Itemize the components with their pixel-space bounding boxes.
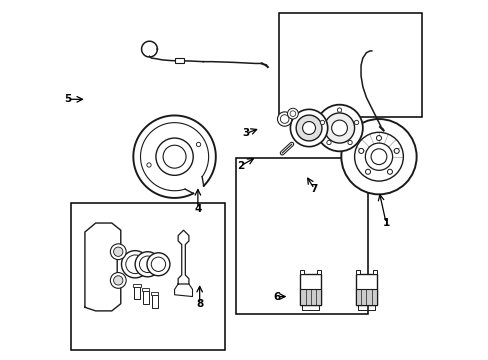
Bar (300, 274, 321, 305)
Circle shape (354, 132, 403, 181)
Circle shape (347, 140, 351, 145)
Circle shape (135, 252, 160, 277)
Circle shape (326, 140, 330, 145)
Bar (372, 270, 376, 274)
Bar (300, 289, 321, 305)
Circle shape (113, 276, 122, 285)
Circle shape (196, 142, 200, 147)
Circle shape (110, 273, 126, 288)
Circle shape (151, 257, 165, 271)
Circle shape (354, 120, 358, 125)
Text: 5: 5 (64, 94, 72, 104)
Text: 7: 7 (310, 184, 318, 194)
Circle shape (156, 138, 193, 175)
Circle shape (147, 253, 169, 276)
Circle shape (139, 256, 156, 273)
Circle shape (110, 244, 126, 260)
Text: 8: 8 (196, 299, 203, 309)
Polygon shape (178, 230, 188, 284)
Text: 6: 6 (273, 292, 281, 302)
Text: 4: 4 (194, 204, 201, 214)
Circle shape (316, 105, 362, 151)
Text: 1: 1 (382, 218, 389, 228)
Bar (142, 288, 149, 291)
Bar (235, 158, 367, 315)
Bar (278, 13, 421, 117)
Circle shape (358, 148, 363, 153)
Circle shape (324, 113, 354, 143)
Bar (355, 274, 376, 305)
Bar (151, 292, 158, 295)
Bar (133, 284, 140, 287)
Bar (134, 287, 140, 300)
Circle shape (370, 149, 386, 165)
Circle shape (125, 255, 144, 274)
Polygon shape (85, 223, 121, 311)
Circle shape (296, 115, 321, 141)
Circle shape (337, 108, 341, 112)
Bar (70, 203, 224, 350)
Bar (317, 270, 321, 274)
Circle shape (287, 108, 298, 119)
Circle shape (331, 120, 346, 136)
Text: 3: 3 (242, 129, 249, 138)
Circle shape (365, 143, 392, 170)
Circle shape (302, 122, 315, 134)
Bar (152, 295, 158, 308)
Circle shape (376, 135, 381, 140)
Bar (355, 289, 376, 305)
Text: 2: 2 (237, 161, 244, 171)
Bar (175, 58, 183, 63)
Circle shape (146, 163, 151, 167)
Circle shape (163, 145, 185, 168)
Circle shape (365, 169, 370, 174)
Circle shape (320, 120, 324, 125)
Polygon shape (174, 284, 192, 297)
Circle shape (393, 148, 398, 153)
Circle shape (290, 109, 327, 147)
Circle shape (113, 247, 122, 256)
Circle shape (289, 111, 295, 117)
Circle shape (277, 112, 291, 126)
Bar (355, 270, 359, 274)
Circle shape (121, 251, 148, 278)
Bar (300, 270, 304, 274)
Circle shape (280, 115, 288, 123)
Bar (142, 291, 148, 304)
Circle shape (341, 119, 416, 194)
Circle shape (386, 169, 392, 174)
